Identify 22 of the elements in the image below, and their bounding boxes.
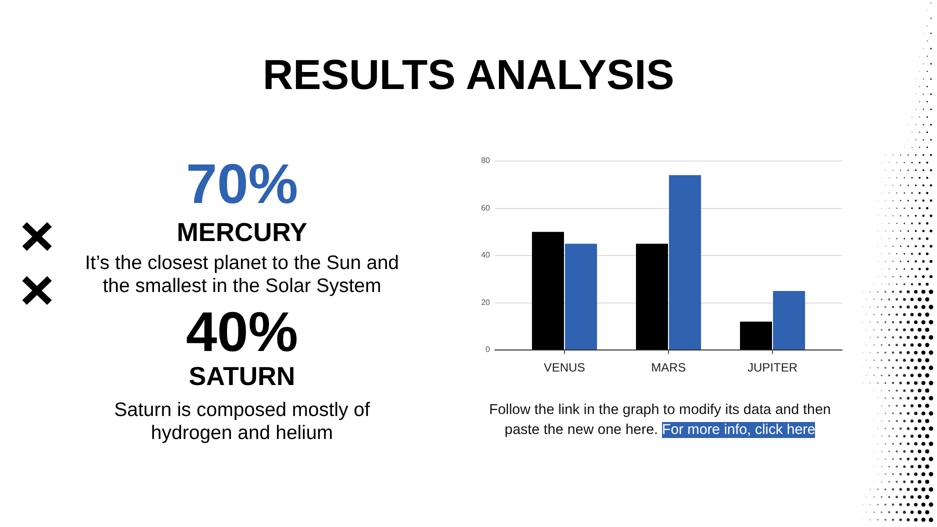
bar	[564, 244, 598, 350]
text: It’s the closest planet to the Sun and the smallest in the Solar System	[84, 252, 400, 296]
y-tick-label: 60	[481, 203, 491, 212]
bar	[532, 232, 564, 350]
y-tick-label: 20	[481, 298, 491, 307]
x-tick-label: VENUS	[544, 360, 586, 375]
y-tick-label: 0	[486, 345, 491, 354]
text: Follow the link in the graph to modify its data and then paste the new one here. For more info, click here	[489, 402, 831, 438]
x-tick-label: MARS	[651, 360, 686, 375]
text: SATURN	[188, 361, 296, 391]
text: Saturn is composed mostly of hydrogen and helium	[114, 398, 370, 444]
x-tick-label: JUPITER	[748, 360, 798, 375]
text: RESULTS ANALYSIS	[262, 51, 676, 99]
text: 70%	[186, 152, 298, 215]
bar	[636, 244, 668, 350]
text: MERCURY	[176, 217, 308, 248]
y-tick-label: 40	[481, 250, 491, 260]
bar	[773, 290, 806, 350]
text: 40%	[186, 300, 298, 363]
y-tick-label: 80	[481, 156, 491, 166]
bar	[668, 175, 702, 350]
bar	[740, 322, 772, 350]
